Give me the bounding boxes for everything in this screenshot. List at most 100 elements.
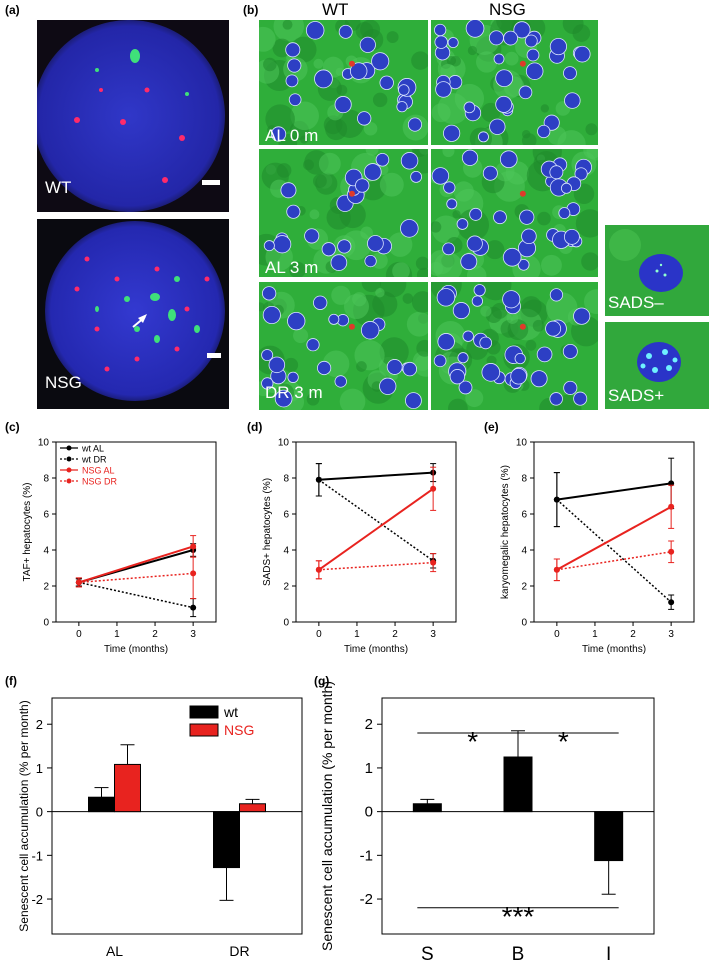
series-line — [78, 545, 194, 584]
chart-sads-hepatocytes: 0 2 4 6 8 10 0 1 2 3 Time (months) SADS+ hepatocyte… — [262, 438, 457, 655]
tissue-micrograph — [259, 20, 428, 145]
y-tick-label: -1 — [360, 847, 373, 864]
series-line — [78, 581, 194, 609]
series-line — [556, 505, 672, 571]
image-label-nsg: NSG — [45, 373, 82, 392]
column-header-wt: WT — [322, 0, 349, 19]
y-tick-label: 1 — [36, 761, 43, 776]
plot-frame — [533, 441, 695, 623]
y-tick-label: 4 — [283, 546, 289, 557]
y-tick-label: 0 — [521, 618, 527, 629]
panel-c-letter: (c) — [5, 420, 20, 434]
inset-sads-positive: SADS+ — [605, 322, 709, 409]
tissue-micrograph — [259, 149, 428, 277]
bar — [239, 803, 266, 813]
data-point — [553, 496, 560, 503]
tissue-micrograph — [431, 20, 598, 145]
data-point — [668, 548, 675, 555]
bar — [412, 803, 442, 813]
chart-karyomegalic-hepatocytes: 0 2 4 6 8 10 0 1 2 3 Time (months) karyomegalic hep… — [500, 438, 695, 655]
series-line — [556, 482, 672, 501]
plot-frame — [381, 697, 655, 935]
x-tick-label: 2 — [630, 629, 636, 640]
tissue-micrograph-image — [431, 20, 598, 145]
panel-f-letter: (f) — [5, 674, 17, 688]
data-point — [668, 599, 675, 606]
inset-label-sads-negative: SADS– — [608, 293, 664, 312]
legend-label: wt DR — [81, 455, 107, 465]
legend-label: NSG AL — [82, 466, 115, 476]
y-tick-label: 2 — [521, 582, 527, 593]
inset-sads-negative: SADS– — [605, 225, 709, 316]
y-tick-label: -2 — [31, 892, 43, 907]
inset-sads-negative-image — [605, 225, 709, 316]
y-tick-label: -2 — [360, 891, 373, 908]
legend-marker — [66, 456, 72, 462]
y-tick-label: 10 — [516, 438, 528, 449]
significance-marker: * — [467, 726, 478, 757]
data-point — [430, 485, 437, 492]
y-tick-label: 1 — [365, 760, 373, 777]
y-tick-label: 4 — [521, 546, 527, 557]
y-axis-label: SADS+ hepatocytes (%) — [262, 478, 273, 586]
y-tick-label: 6 — [283, 510, 289, 521]
y-axis-label: Senescent cell accumulation (% per month… — [17, 700, 31, 931]
series-line — [318, 487, 434, 571]
tissue-micrograph-image — [259, 149, 428, 277]
x-tick-label: 3 — [430, 629, 436, 640]
y-tick-label: 8 — [521, 474, 527, 485]
column-header-nsg: NSG — [489, 0, 526, 19]
y-axis-label: TAF+ hepatocytes (%) — [22, 482, 33, 581]
x-tick-label: 0 — [554, 629, 560, 640]
y-tick-label: 0 — [365, 804, 373, 821]
x-tick-label: 3 — [668, 629, 674, 640]
y-tick-label: 2 — [43, 582, 49, 593]
y-tick-label: 10 — [278, 438, 290, 449]
x-tick-label: 2 — [392, 629, 398, 640]
series-line — [78, 572, 194, 584]
legend-swatch — [189, 723, 219, 737]
legend-swatch — [189, 705, 219, 719]
x-tick-label: 0 — [76, 629, 82, 640]
category-label: B — [512, 944, 525, 965]
legend-label: wt AL — [81, 444, 104, 454]
significance-marker: *** — [502, 901, 535, 932]
y-tick-label: 0 — [43, 618, 49, 629]
category-label: DR — [229, 943, 249, 959]
series-line — [318, 471, 434, 481]
chart-taf-hepatocytes: 0 2 4 6 8 10 0 1 2 3 Time (months) TAF+ hepatocytes… — [22, 438, 217, 655]
data-point — [430, 559, 437, 566]
x-axis-label: Time (months) — [582, 644, 646, 655]
data-point — [75, 579, 82, 586]
bar — [213, 811, 240, 869]
row-label-dr-3m: DR 3 m — [265, 383, 323, 402]
y-tick-label: 8 — [43, 474, 49, 485]
panel-a-letter: (a) — [5, 3, 20, 17]
bar — [594, 811, 624, 862]
panel-e-letter: (e) — [484, 420, 499, 434]
significance-marker: * — [558, 726, 569, 757]
image-label-wt: WT — [45, 178, 72, 197]
data-point — [553, 566, 560, 573]
x-tick-label: 2 — [152, 629, 158, 640]
bar — [114, 763, 141, 813]
y-axis-label: Senescent cell accumulation (% per month… — [319, 681, 335, 951]
y-tick-label: 0 — [36, 805, 43, 820]
legend-marker — [66, 478, 72, 484]
data-point — [190, 604, 197, 611]
y-tick-label: 4 — [43, 546, 49, 557]
tissue-micrograph-image — [259, 20, 428, 145]
y-tick-label: 2 — [283, 582, 289, 593]
bar — [503, 756, 533, 813]
panel-b-letter: (b) — [243, 3, 259, 17]
legend-marker — [66, 467, 72, 473]
y-tick-label: 0 — [283, 618, 289, 629]
legend-marker — [66, 445, 72, 451]
series-line — [556, 551, 672, 571]
x-tick-label: 1 — [354, 629, 360, 640]
inset-label-sads-positive: SADS+ — [608, 386, 665, 405]
x-axis-label: Time (months) — [104, 644, 168, 655]
x-axis-label: Time (months) — [344, 644, 408, 655]
inset-sads-positive-image — [605, 322, 709, 409]
tissue-micrograph — [431, 149, 598, 277]
